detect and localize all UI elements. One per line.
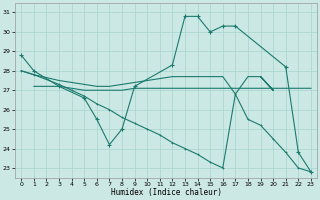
X-axis label: Humidex (Indice chaleur): Humidex (Indice chaleur) [111,188,221,197]
